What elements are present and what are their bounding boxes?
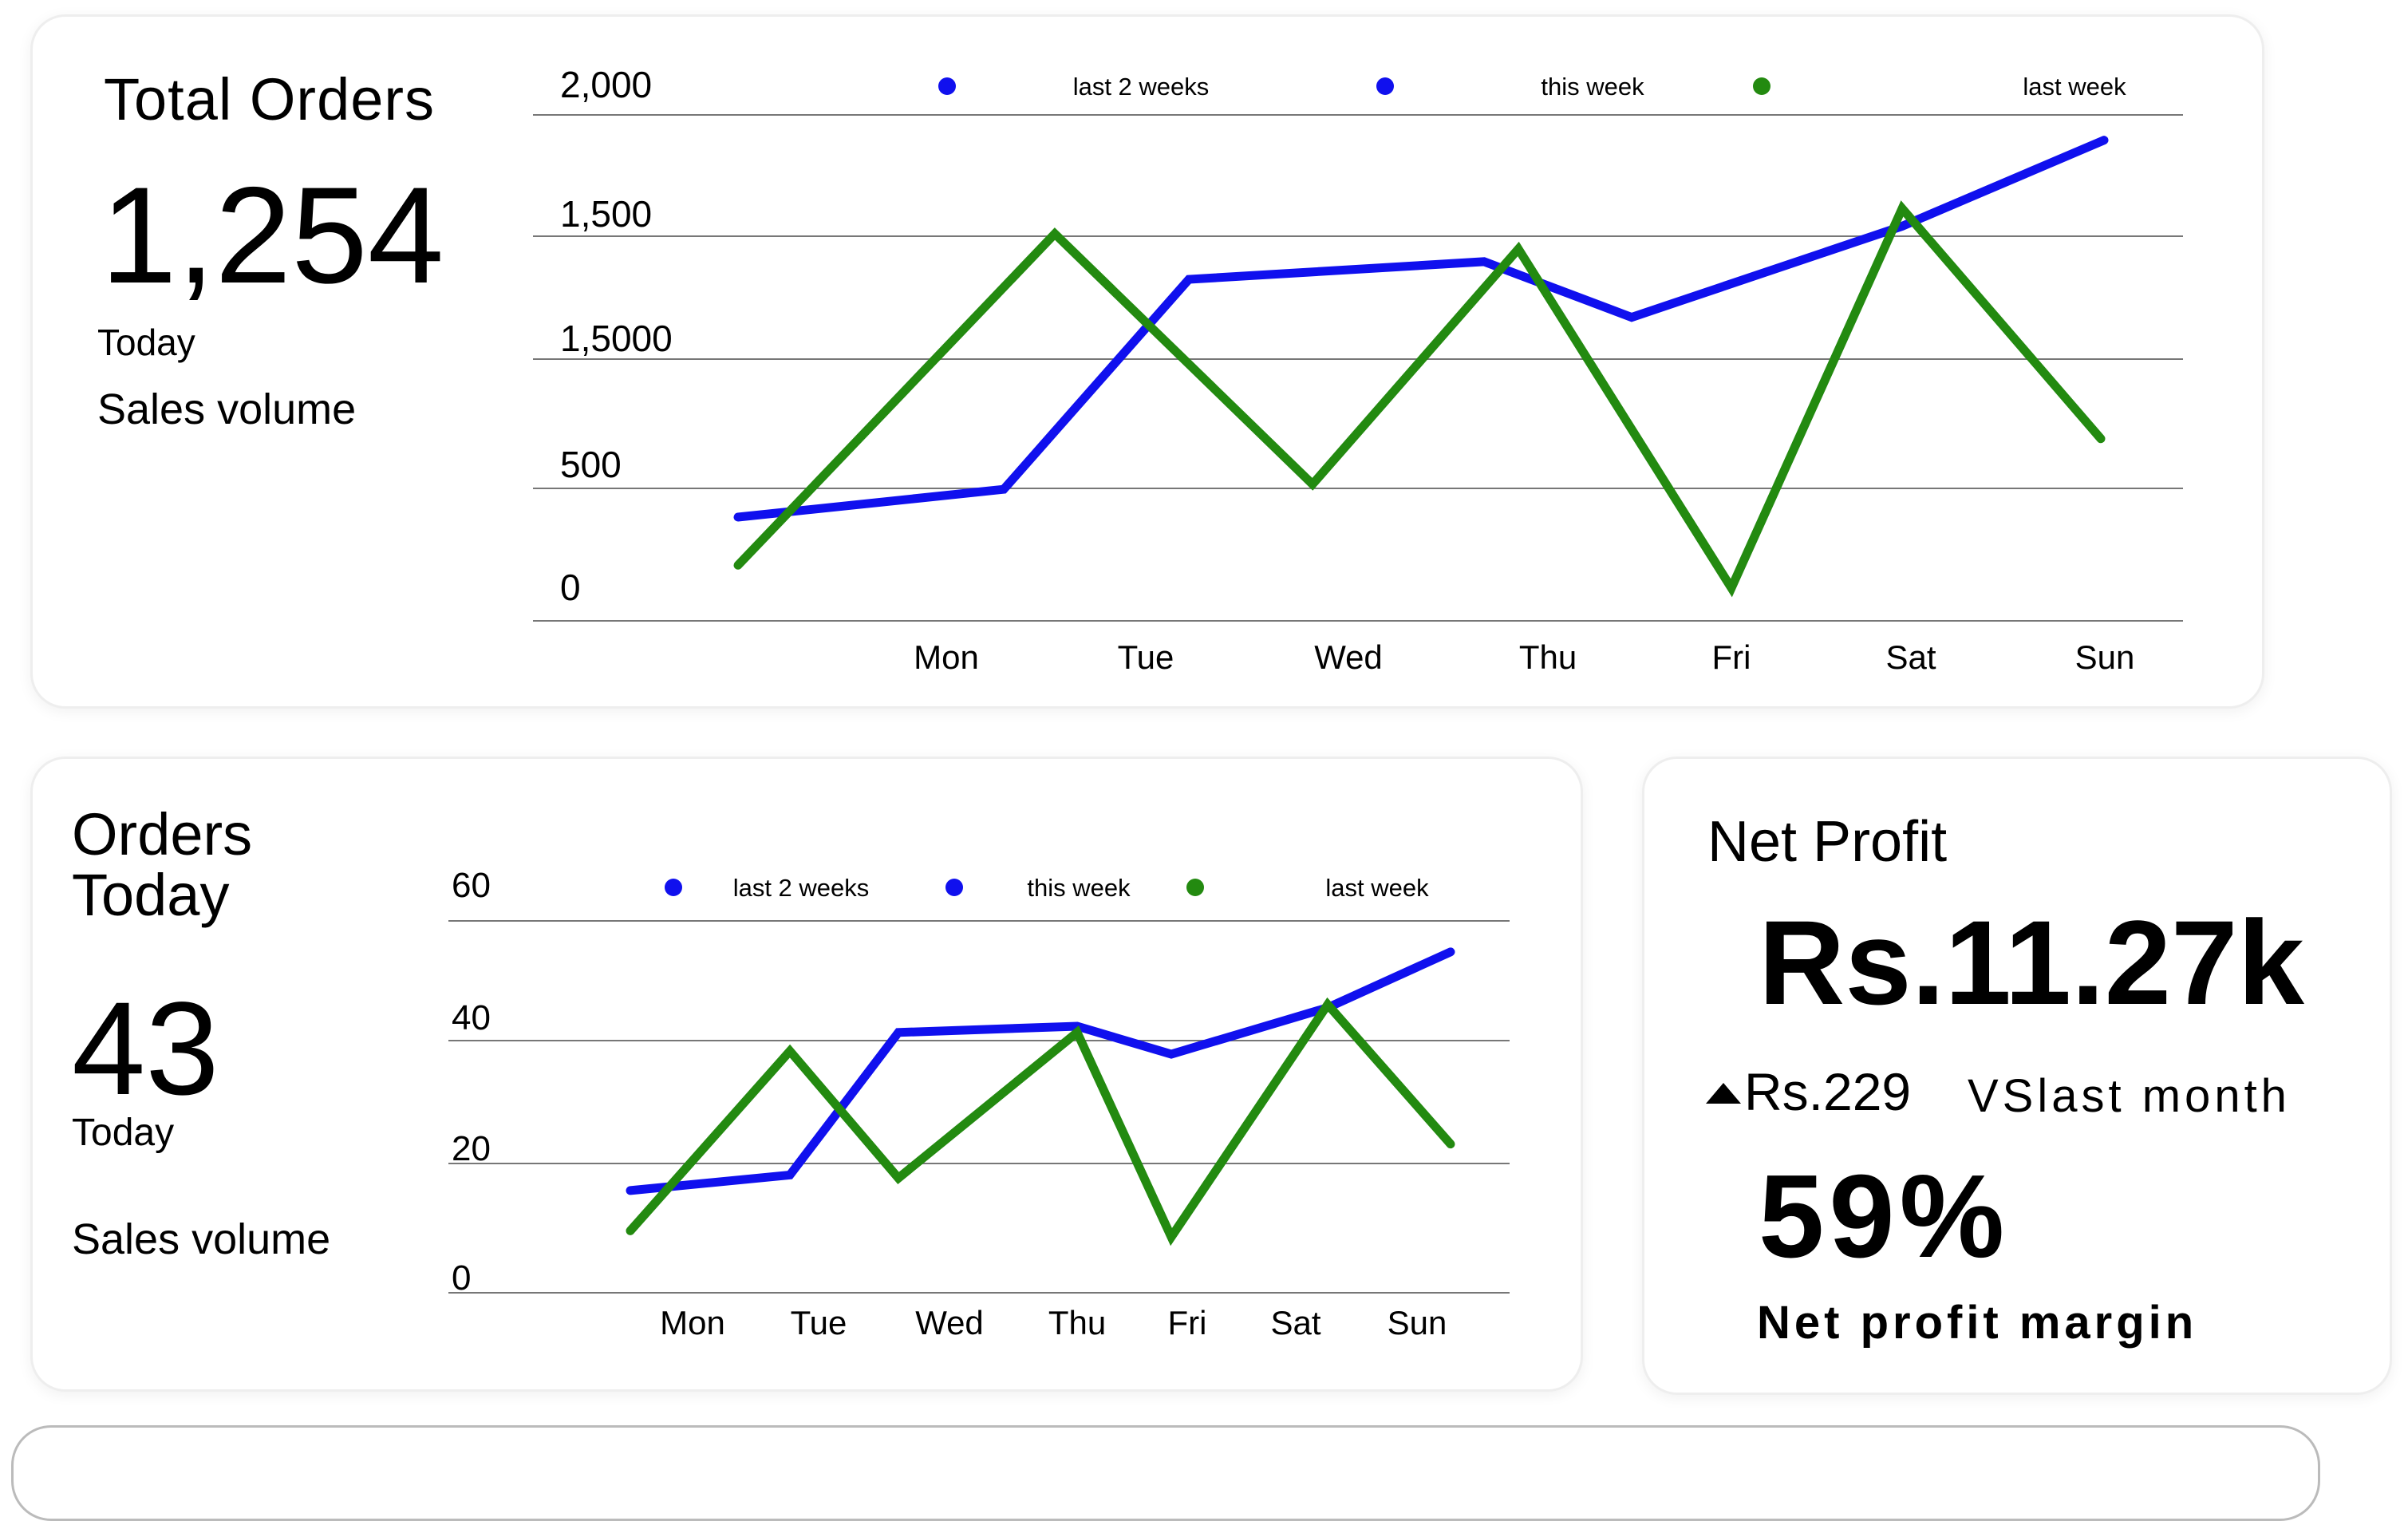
y-tick-label: 0 — [452, 1258, 471, 1298]
legend-label: last week — [2023, 73, 2126, 101]
net-profit-delta: Rs.229 — [1706, 1061, 1911, 1122]
x-tick-label: Sun — [2075, 638, 2135, 676]
x-tick-label: Sun — [1388, 1304, 1447, 1341]
x-tick-label: Sat — [1270, 1304, 1320, 1341]
x-tick-label: Mon — [914, 638, 979, 676]
series-line — [626, 947, 1455, 1195]
up-arrow-icon — [1706, 1083, 1741, 1104]
series-line — [733, 200, 2106, 598]
legend-marker — [945, 879, 963, 896]
y-tick-label: 40 — [452, 998, 491, 1037]
net-profit-card — [1642, 757, 2392, 1395]
legend-label: this week — [1541, 73, 1644, 101]
legend-marker — [1753, 77, 1770, 95]
legend-marker — [938, 77, 956, 95]
series-line — [733, 136, 2109, 522]
orders-today-title: Orders Today — [72, 801, 253, 928]
orders-today-subtitle: Sales volume — [72, 1215, 331, 1263]
x-tick-label: Fri — [1168, 1304, 1207, 1341]
net-profit-delta-value: Rs.229 — [1744, 1062, 1912, 1121]
series-line — [626, 997, 1455, 1246]
x-tick-label: Tue — [791, 1304, 847, 1341]
net-profit-title: Net Profit — [1707, 810, 1948, 874]
x-tick-label: Sat — [1885, 638, 1936, 676]
y-tick-label: 60 — [452, 866, 491, 905]
orders-today-chart: 60 40 20 0 Mon Tue Wed Thu Fri Sat Sun last 2 weeks… — [448, 866, 1510, 1341]
x-tick-label: Thu — [1519, 638, 1577, 676]
legend-marker — [665, 879, 682, 896]
legend-marker — [1186, 879, 1204, 896]
legend-label: last 2 weeks — [1073, 73, 1210, 101]
total-orders-period: Today — [97, 322, 195, 363]
legend-label: last week — [1325, 874, 1429, 902]
y-tick-label: 500 — [560, 444, 622, 485]
net-profit-value: Rs.11.27k — [1759, 895, 2304, 1029]
total-orders-subtitle: Sales volume — [97, 385, 357, 433]
total-orders-title: Total Orders — [104, 66, 436, 132]
x-tick-label: Wed — [915, 1304, 984, 1341]
y-tick-label: 20 — [452, 1129, 491, 1168]
total-orders-card — [30, 14, 2264, 709]
net-profit-margin-value: 59% — [1759, 1151, 2010, 1282]
x-tick-label: Tue — [1118, 638, 1174, 676]
y-tick-label: 0 — [560, 567, 581, 608]
orders-today-value: 43 — [72, 975, 219, 1123]
total-orders-chart: 2,000 1,500 1,5000 500 0 Mon Tue Wed Thu Fri Sat Su… — [533, 64, 2183, 676]
x-tick-label: Wed — [1314, 638, 1383, 676]
legend-label: this week — [1027, 874, 1131, 902]
y-tick-label: 1,500 — [560, 193, 652, 235]
x-tick-label: Thu — [1048, 1304, 1106, 1341]
y-tick-label: 1,5000 — [560, 318, 673, 359]
y-tick-label: 2,000 — [560, 64, 652, 105]
x-tick-label: Mon — [660, 1304, 725, 1341]
legend-marker — [1376, 77, 1394, 95]
legend-label: last 2 weeks — [733, 874, 870, 902]
net-profit-comparison: VSlast month — [1968, 1070, 2291, 1122]
net-profit-margin-label: Net profit margin — [1757, 1297, 2198, 1349]
orders-today-period: Today — [72, 1112, 175, 1154]
total-orders-value: 1,254 — [101, 159, 444, 312]
x-tick-label: Fri — [1712, 638, 1751, 676]
